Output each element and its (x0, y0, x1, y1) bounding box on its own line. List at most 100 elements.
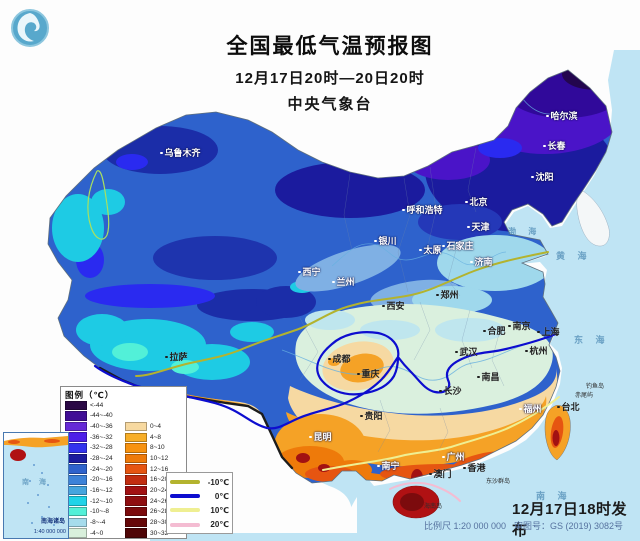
city-label: 合肥 (483, 327, 506, 336)
legend-row: -12~-10 (65, 496, 113, 507)
legend-range-label: -20~-16 (90, 476, 113, 484)
isotherm-label: 10℃ (210, 505, 229, 515)
map-scale: 比例尺 1:20 000 000 (424, 521, 507, 531)
legend-row: -16~-12 (65, 485, 113, 496)
isotherm-label: -10℃ (207, 477, 229, 487)
legend-row: 20~24 (125, 485, 168, 496)
city-label: 香港 (463, 464, 486, 473)
isotherm-line-sample (170, 480, 200, 485)
city-label: 南京 (508, 322, 531, 331)
isotherm-line-sample (170, 494, 200, 499)
city-label: 济南 (470, 258, 493, 267)
legend-range-label: -32~-28 (90, 444, 113, 452)
province-borders (299, 147, 505, 453)
city-label: 武汉 (455, 348, 478, 357)
legend-row: 28~30 (125, 517, 168, 528)
legend-row: -20~-16 (65, 474, 113, 485)
legend-row: 26~28 (125, 506, 168, 517)
legend-range-label: -40~-36 (90, 423, 113, 431)
legend-range-label: -16~-12 (90, 486, 113, 494)
city-label: 上海 (537, 328, 560, 337)
legend-row: <-44 (65, 400, 113, 411)
agency-name: 中央气象台 (287, 96, 373, 113)
legend-range-label: 26~28 (150, 508, 169, 516)
legend-row: 30~32 (125, 528, 168, 539)
legend-row: 4~8 (125, 432, 168, 443)
legend-swatch (125, 421, 147, 432)
city-label: 台北 (557, 403, 580, 412)
taiwan-core (552, 430, 560, 446)
legend-row: -8~-4 (65, 517, 113, 528)
legend-range-label: 10~12 (150, 455, 169, 463)
isotherm-legend: -10℃ 0℃ 10℃ 20℃ (166, 472, 233, 534)
isotherm-row: 10℃ (167, 503, 232, 517)
temperature-legend: 图例（℃） <-44 -44~-40 -40~-36 -36~-32 -32~-28 -2… (60, 386, 187, 539)
legend-row: -4~0 (65, 528, 113, 539)
forecast-period: 12月17日20时—20日20时 (235, 70, 425, 87)
city-label: 石家庄 (442, 242, 474, 251)
legend-range-label: -44~-40 (90, 412, 113, 420)
inset-sea-name: 南 海 (22, 479, 50, 486)
city-label: 澳门 (429, 470, 452, 479)
legend-range-label: -10~-8 (90, 508, 109, 516)
legend-row: -10~-8 (65, 506, 113, 517)
legend-swatch (125, 528, 147, 538)
legend-row: 0~4 (125, 421, 168, 432)
sea-label: 东 海 (574, 335, 610, 345)
legend-left-column: <-44 -44~-40 -40~-36 -36~-32 -32~-28 -28~-24 -… (65, 400, 113, 538)
legend-swatch (125, 496, 147, 506)
title-block: 全国最低气温预报图 12月17日20时—20日20时 中央气象台 (150, 30, 510, 114)
city-label: 南昌 (477, 373, 500, 382)
legend-row: -32~-28 (65, 443, 113, 454)
island-label: 东沙群岛 (486, 479, 511, 485)
legend-row: 12~16 (125, 464, 168, 475)
city-label: 沈阳 (531, 173, 554, 182)
sea-bottom-strip (150, 533, 640, 541)
city-label: 贵阳 (360, 412, 383, 421)
legend-row: -36~-32 (65, 432, 113, 443)
city-label: 成都 (328, 355, 351, 364)
isoline-minus10 (135, 251, 549, 377)
inset-map (4, 433, 68, 538)
isotherm-line-sample (170, 522, 200, 527)
island-label: 钓鱼岛 (586, 384, 605, 390)
south-china-sea-inset: 南 海 南海诸岛 1:40 000 000 (3, 432, 69, 539)
legend-range-label: -12~-10 (90, 497, 113, 505)
city-label: 福州 (519, 405, 542, 414)
city-label: 银川 (374, 237, 397, 246)
legend-range-label: 12~16 (150, 465, 169, 473)
city-label: 长春 (543, 142, 566, 151)
page-title: 全国最低气温预报图 (226, 35, 434, 58)
city-label: 拉萨 (165, 353, 188, 362)
city-label: 乌鲁木齐 (160, 149, 201, 158)
legend-range-label: -4~0 (90, 529, 104, 537)
legend-swatch (125, 432, 147, 442)
legend-range-label: <-44 (90, 401, 104, 409)
legend-row: 24~26 (125, 496, 168, 507)
legend-row: -44~-40 (65, 411, 113, 422)
isotherm-row: -10℃ (167, 475, 232, 489)
legend-swatch (65, 411, 87, 421)
legend-range-label: 20~24 (150, 486, 169, 494)
isotherm-label: 20℃ (210, 520, 229, 530)
issue-time: 12月17日18时发布 (512, 501, 628, 539)
city-label: 南宁 (377, 462, 400, 471)
city-label: 郑州 (436, 291, 459, 300)
legend-range-label: 8~10 (150, 444, 165, 452)
sea-label: 南 海 (536, 491, 572, 501)
legend-row: -24~-20 (65, 464, 113, 475)
legend-range-label: 30~32 (150, 529, 169, 537)
city-label: 昆明 (309, 433, 332, 442)
legend-range-label: 16~20 (150, 476, 169, 484)
legend-range-label: 0~4 (150, 423, 162, 431)
city-label: 西宁 (298, 268, 321, 277)
island-label: 海南岛 (424, 504, 443, 510)
legend-range-label: -36~-32 (90, 433, 113, 441)
isotherm-row: 20℃ (167, 518, 232, 532)
legend-swatch (125, 443, 147, 453)
inset-island-dots (27, 464, 55, 526)
legend-range-label: 24~26 (150, 497, 169, 505)
island-label: 赤尾屿 (575, 393, 594, 399)
legend-row: 16~20 (125, 475, 168, 486)
